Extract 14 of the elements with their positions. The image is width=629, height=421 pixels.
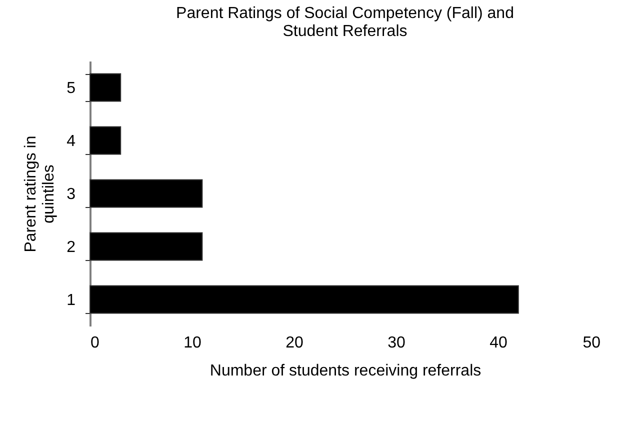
x-tick-label: 10 (184, 334, 202, 352)
x-axis-title: Number of students receiving referrals (210, 362, 482, 380)
chart-title: Parent Ratings of Social Competency (Fall) and Student Referrals (176, 5, 514, 40)
y-tick-label: 4 (66, 133, 76, 150)
y-tick-label: 1 (66, 292, 76, 309)
y-tick-label: 3 (66, 186, 76, 203)
y-tick-label: 5 (66, 80, 76, 97)
y-tick-label: 2 (66, 239, 76, 256)
x-tick-label: 40 (490, 334, 508, 352)
y-axis-title: Parent ratings in quintiles (22, 136, 58, 252)
x-tick-label: 50 (582, 334, 601, 352)
x-tick-label: 30 (388, 334, 406, 352)
x-tick-label: 0 (90, 334, 100, 352)
x-tick-label: 20 (286, 334, 304, 352)
